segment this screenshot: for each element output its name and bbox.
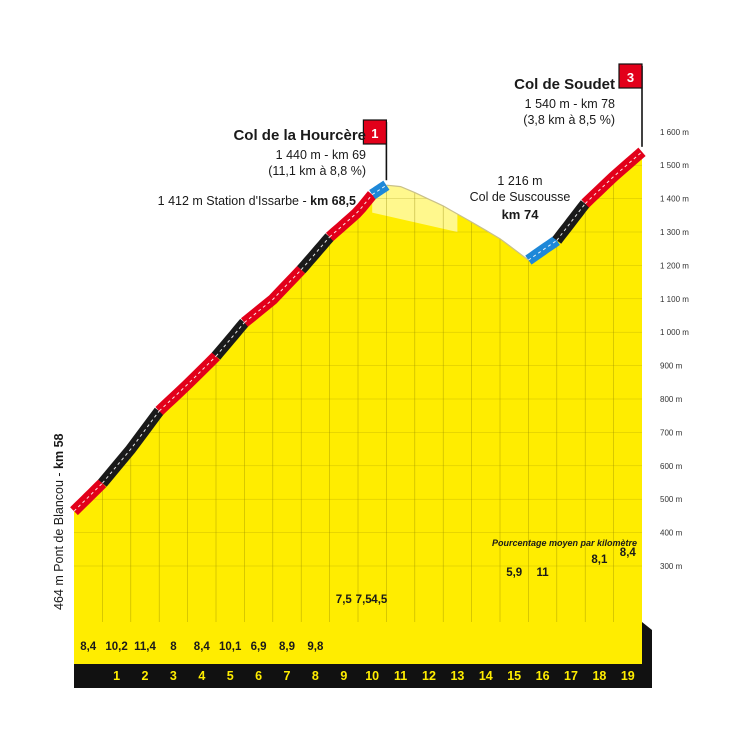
start-km: km 58 [52, 433, 66, 469]
gradient-label: 8,4 [80, 641, 97, 653]
gradient-label: 10,2 [105, 641, 127, 653]
km-marker: 14 [479, 669, 493, 683]
gradient-label: 4,5 [371, 594, 388, 606]
y-tick-label: 1 500 m [660, 161, 689, 170]
col1-line1: 1 440 m - km 69 [275, 148, 366, 162]
km-marker: 7 [284, 669, 291, 683]
km-marker: 10 [365, 669, 379, 683]
col1-flag [362, 119, 387, 145]
station-text: 1 412 m Station d'Issarbe - [157, 194, 311, 208]
edge-segment-blue [525, 235, 560, 265]
gradient-label: 5,9 [506, 567, 522, 579]
edge-dash [158, 355, 217, 412]
profile-edge-group [70, 147, 646, 516]
gradient-label: 8 [170, 641, 177, 653]
gradient-label: 8,4 [194, 641, 211, 653]
gradient-label: 8,1 [591, 554, 608, 566]
col2-line2: (3,8 km à 8,5 %) [523, 113, 615, 127]
descent-edge [386, 184, 529, 261]
km-marker: 11 [394, 669, 407, 683]
km-marker: 12 [422, 669, 436, 683]
km-marker: 17 [564, 669, 578, 683]
y-tick-label: 400 m [660, 529, 683, 538]
y-tick-label: 1 100 m [660, 295, 689, 304]
km-marker: 13 [450, 669, 464, 683]
gradient-label: 11 [537, 567, 550, 579]
y-tick-label: 1 600 m [660, 128, 689, 137]
station-label: 1 412 m Station d'Issarbe - km 68,5 [158, 194, 356, 209]
edge-dash [556, 203, 586, 241]
y-tick-label: 600 m [660, 462, 683, 471]
y-tick-label: 1 400 m [660, 195, 689, 204]
y-tick-label: 900 m [660, 362, 683, 371]
flags-group: 13 [362, 63, 643, 181]
km-marker: 3 [170, 669, 177, 683]
gradient-label: 10,1 [219, 641, 242, 653]
gradient-label: 8,9 [279, 641, 295, 653]
y-tick-label: 1 200 m [660, 261, 689, 270]
y-tick-label: 300 m [660, 562, 683, 571]
edge-dash [244, 269, 302, 323]
y-tick-label: 1 000 m [660, 328, 689, 337]
km-marker: 2 [142, 669, 149, 683]
edge-dash [215, 322, 245, 357]
edge-dash [300, 236, 330, 271]
y-tick-label: 700 m [660, 428, 683, 437]
y-tick-label: 500 m [660, 495, 683, 504]
gradient-label: 7,5 [356, 594, 373, 606]
station-km: km 68,5 [310, 194, 356, 208]
suscousse-km: km 74 [501, 207, 539, 222]
gradient-legend-note: Pourcentage moyen par kilomètre [492, 538, 638, 548]
km-markers-group: 1 2 3 4 5 6 7 8 9 10 11 12 13 14 15 16 17 18 19 [113, 669, 635, 683]
col1-name: Col de la Hourcère [233, 127, 366, 144]
km-marker: 6 [255, 669, 262, 683]
col2-category: 3 [627, 70, 634, 85]
km-marker: 15 [507, 669, 521, 683]
y-tick-label: 1 300 m [660, 228, 689, 237]
suscousse-alt: 1 216 m [497, 174, 543, 188]
base-group [74, 622, 652, 688]
suscousse-name: Col de Suscousse [469, 190, 571, 204]
km-marker: 19 [621, 669, 635, 683]
km-marker: 1 [113, 669, 120, 683]
gradient-label: 8,4 [620, 547, 637, 559]
edge-dash [329, 194, 373, 238]
gradient-labels-group: 8,4 10,2 11,4 8 8,4 10,1 6,9 8,9 9,87,5 7,5 4,55,9… [80, 547, 636, 653]
gradient-label: 9,8 [307, 641, 324, 653]
y-axis-ticks-group: 300 m 400 m 500 m 600 m 700 m 800 m 900 m 1 000… [660, 128, 689, 571]
col1-line2: (11,1 km à 8,8 %) [268, 164, 366, 178]
col2-name: Col de Soudet [514, 76, 615, 93]
gradient-label: 7,5 [336, 594, 353, 606]
km-marker: 5 [227, 669, 234, 683]
km-marker: 8 [312, 669, 319, 683]
col2-flag [618, 63, 643, 89]
km-marker: 9 [340, 669, 347, 683]
col1-category: 1 [371, 126, 378, 141]
edge-dash [102, 410, 160, 484]
gradient-label: 11,4 [134, 641, 156, 653]
edge-dash [73, 482, 103, 512]
base-strip [74, 622, 642, 664]
start-text: 464 m Pont de Blancou - [52, 468, 66, 610]
km-marker: 4 [198, 669, 205, 683]
start-label: 464 m Pont de Blancou - km 58 [52, 433, 66, 610]
gradient-label: 6,9 [251, 641, 267, 653]
edge-dash [584, 151, 643, 204]
col2-line1: 1 540 m - km 78 [524, 97, 615, 111]
edge-dash [371, 184, 387, 196]
y-tick-label: 800 m [660, 395, 683, 404]
km-marker: 18 [592, 669, 606, 683]
km-marker: 16 [536, 669, 550, 683]
